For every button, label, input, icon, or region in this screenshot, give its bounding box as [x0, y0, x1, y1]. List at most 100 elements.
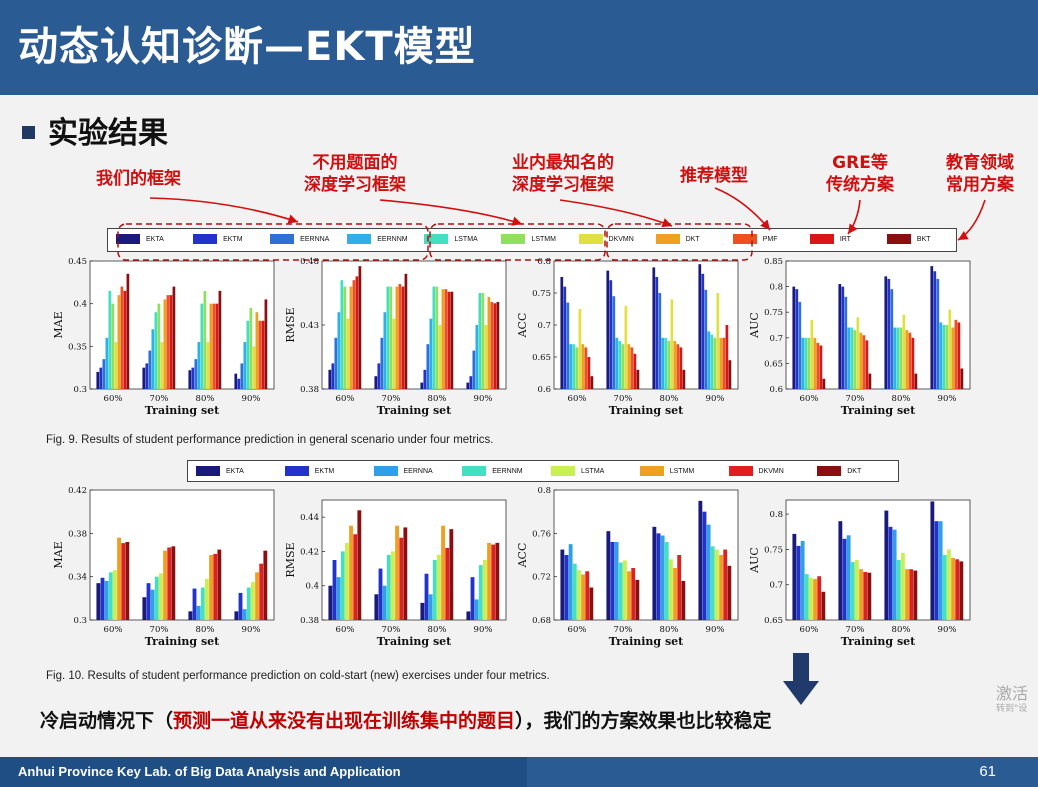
legend-swatch: [578, 234, 603, 244]
bar: [795, 289, 799, 389]
legend-item: LSTMA: [424, 234, 478, 244]
arrow-edu: [957, 199, 986, 241]
bar: [955, 559, 960, 620]
legend-label: LSTMA: [454, 235, 478, 243]
bar: [383, 312, 387, 389]
bar: [126, 273, 130, 389]
bar: [706, 524, 711, 620]
bar: [445, 548, 450, 620]
bar: [146, 583, 151, 620]
bar: [865, 340, 869, 389]
bar: [681, 581, 686, 620]
bar: [197, 342, 201, 389]
arrow-famous: [559, 199, 673, 228]
bar: [679, 347, 683, 389]
x-tick-label: 60%: [104, 394, 123, 404]
y-tick-label: 0.8: [769, 283, 783, 293]
legend-swatch: [424, 234, 449, 244]
chart-acc-coldstart: 0.68 0.72 0.76 0.8 ACC 60% 70% 80% 90% Training s…: [516, 486, 739, 648]
bar: [960, 368, 964, 389]
bar: [349, 286, 353, 389]
bar: [444, 289, 448, 389]
bar: [163, 299, 167, 389]
y-axis-label: ACC: [516, 313, 529, 339]
bar: [817, 576, 822, 620]
bar: [624, 305, 628, 389]
legend-item: DKT: [655, 234, 700, 244]
bar: [382, 585, 387, 620]
bar: [212, 303, 216, 389]
bar: [914, 373, 918, 389]
legend-swatch: [116, 234, 140, 244]
bar: [117, 295, 121, 389]
bar: [933, 271, 937, 389]
bar: [191, 367, 195, 389]
bar: [630, 347, 634, 389]
y-tick-label: 0.76: [532, 529, 551, 539]
bar: [673, 341, 677, 389]
legend-item: LSTMM: [501, 234, 556, 244]
dashed-box-dl: [429, 223, 606, 261]
legend-swatch: [270, 234, 295, 244]
bar: [796, 545, 801, 620]
x-tick-label: 60%: [336, 394, 355, 404]
bar: [432, 286, 436, 389]
legend-label: EKTA: [226, 467, 244, 475]
bar: [420, 382, 424, 389]
legend-item: PMF: [732, 234, 778, 244]
bar: [209, 555, 213, 620]
bar: [251, 582, 255, 620]
y-tick-label: 0.8: [769, 510, 783, 520]
bar: [560, 549, 565, 620]
bar: [328, 369, 332, 389]
bar: [258, 320, 262, 389]
bar: [938, 521, 943, 620]
bar: [261, 320, 265, 389]
legend-swatch: [639, 466, 664, 476]
y-tick-label: 0.65: [764, 359, 783, 369]
bar: [215, 303, 219, 389]
bar: [942, 325, 946, 389]
bar: [438, 325, 442, 389]
bar: [196, 605, 201, 620]
bar: [664, 337, 668, 389]
y-tick-label: 0.7: [769, 581, 783, 591]
bar: [807, 337, 811, 389]
x-axis-label: Training set: [609, 635, 684, 648]
bar: [395, 525, 399, 620]
bar: [478, 565, 483, 620]
bar: [942, 555, 947, 620]
y-axis-label: AUC: [748, 547, 761, 574]
annotation-overlay: [117, 187, 986, 261]
bar: [441, 525, 445, 620]
chart-auc-coldstart: 0.65 0.7 0.75 0.8 AUC 60% 70% 80% 90% Training se…: [748, 499, 971, 648]
bar: [859, 332, 863, 389]
y-tick-label: 0.4: [305, 582, 319, 592]
x-tick-label: 90%: [474, 625, 493, 635]
legend-label: EERNNM: [492, 467, 523, 475]
bar: [809, 577, 813, 620]
bar: [475, 325, 479, 389]
bar: [702, 511, 707, 620]
bar: [698, 500, 703, 620]
legend-item: EKTA: [116, 234, 164, 244]
bar: [205, 578, 209, 620]
bar: [238, 592, 243, 620]
bar: [577, 570, 581, 620]
bar: [677, 555, 682, 620]
legend-item: EKTA: [196, 466, 244, 476]
bar: [150, 589, 155, 620]
bar: [822, 378, 826, 389]
watermark-text: 激活: [996, 684, 1029, 703]
annotation-famous-dl: 业内最知名的 深度学习框架: [512, 153, 614, 195]
bar: [441, 289, 445, 389]
footer-lab-name: Anhui Province Key Lab. of Big Data Anal…: [18, 764, 401, 779]
bar: [610, 542, 615, 620]
legend-item: DKVMN: [728, 466, 784, 476]
x-tick-label: 90%: [242, 394, 261, 404]
bar: [386, 554, 391, 620]
annotation-recommendation: 推荐模型: [680, 166, 748, 186]
legend-label: EERNNA: [403, 467, 433, 475]
bar: [374, 594, 379, 620]
annotation-edu-common: 教育领域 常用方案: [946, 153, 1014, 195]
